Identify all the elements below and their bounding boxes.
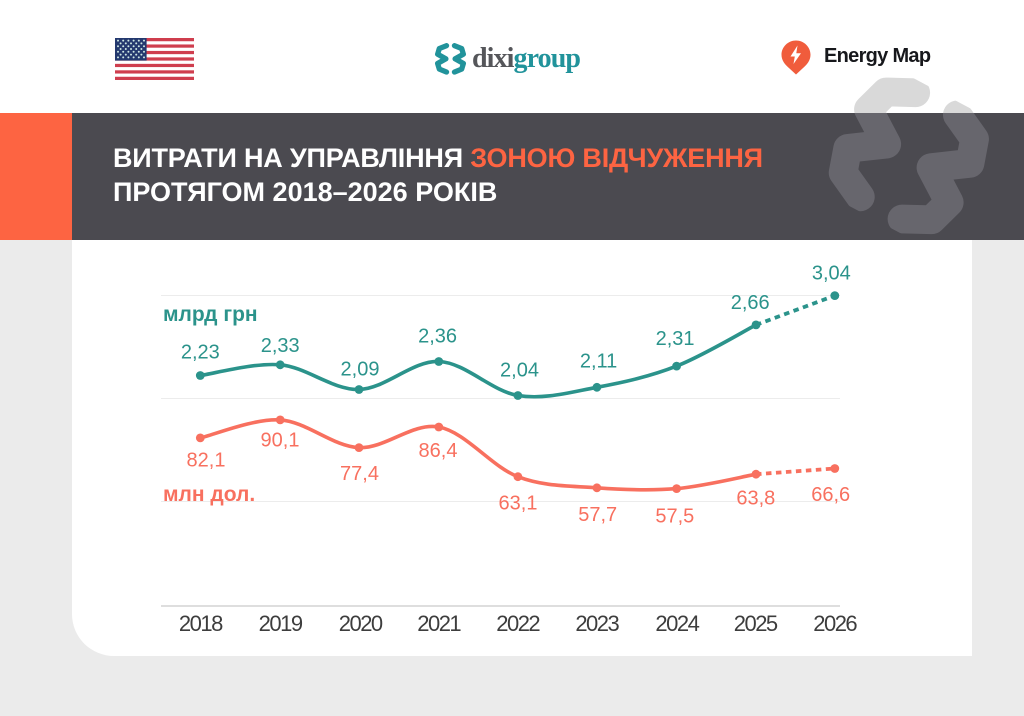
svg-text:2,36: 2,36 — [418, 325, 457, 347]
svg-text:2022: 2022 — [496, 611, 540, 636]
svg-text:90,1: 90,1 — [261, 429, 300, 451]
svg-text:3,04: 3,04 — [812, 263, 851, 285]
svg-text:57,5: 57,5 — [655, 506, 694, 528]
svg-text:2019: 2019 — [259, 611, 303, 636]
svg-text:86,4: 86,4 — [419, 440, 458, 462]
svg-text:63,1: 63,1 — [499, 492, 538, 514]
svg-text:2,11: 2,11 — [580, 351, 617, 373]
svg-text:2018: 2018 — [179, 611, 223, 636]
svg-text:66,6: 66,6 — [811, 484, 850, 506]
svg-text:82,1: 82,1 — [187, 449, 226, 471]
svg-text:2020: 2020 — [339, 611, 383, 636]
svg-text:2023: 2023 — [575, 611, 619, 636]
svg-text:2,31: 2,31 — [656, 328, 695, 350]
svg-text:2,09: 2,09 — [341, 358, 380, 380]
svg-text:млн дол.: млн дол. — [163, 483, 255, 506]
svg-text:2025: 2025 — [734, 611, 778, 636]
svg-text:2,23: 2,23 — [181, 342, 220, 364]
svg-text:2,33: 2,33 — [261, 335, 300, 357]
svg-text:2,04: 2,04 — [500, 359, 539, 381]
svg-text:2021: 2021 — [417, 611, 461, 636]
svg-text:57,7: 57,7 — [578, 504, 617, 526]
svg-text:2026: 2026 — [813, 611, 857, 636]
svg-text:63,8: 63,8 — [736, 488, 775, 510]
svg-text:2024: 2024 — [655, 611, 699, 636]
svg-text:2,66: 2,66 — [731, 292, 770, 314]
svg-text:млрд грн: млрд грн — [163, 303, 258, 326]
svg-text:77,4: 77,4 — [340, 463, 379, 485]
